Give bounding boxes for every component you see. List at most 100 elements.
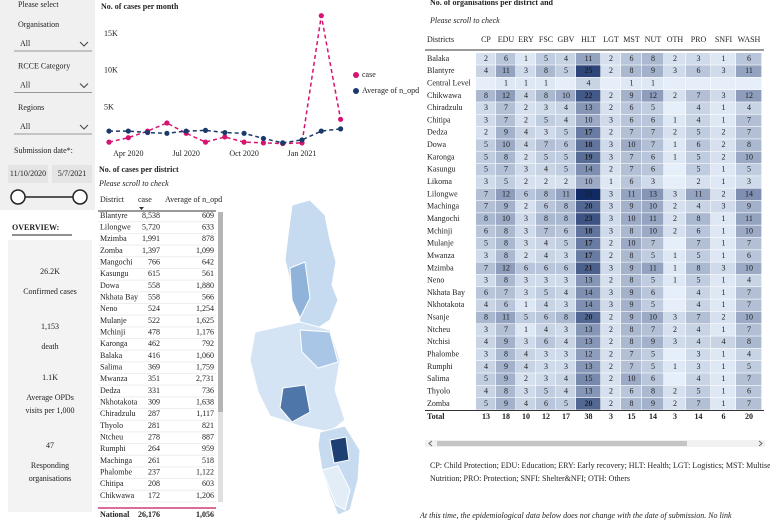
data-point bbox=[183, 128, 189, 134]
cell-value: 13 bbox=[585, 386, 593, 395]
date-box[interactable] bbox=[8, 165, 48, 183]
filter-value[interactable]: All bbox=[20, 122, 31, 131]
column-header[interactable]: District bbox=[100, 195, 125, 204]
table-cell: 566 bbox=[202, 293, 214, 302]
table-cell: 524 bbox=[148, 304, 160, 313]
cell-value: 11 bbox=[502, 66, 510, 75]
cell-value: 7 bbox=[630, 152, 634, 161]
table-cell: 369 bbox=[148, 363, 160, 372]
filter-value[interactable]: All bbox=[20, 80, 31, 89]
cell-value: 20 bbox=[585, 313, 593, 322]
cell-value: 4 bbox=[747, 103, 751, 112]
heat-cell bbox=[621, 237, 642, 250]
table-cell: 1,117 bbox=[196, 409, 214, 418]
heat-cell bbox=[642, 151, 664, 164]
heat-cell bbox=[556, 126, 576, 139]
h-scroll-thumb[interactable] bbox=[437, 441, 687, 446]
heat-cell bbox=[516, 65, 536, 78]
cell-value: 2 bbox=[722, 152, 726, 161]
row-label: Mangochi bbox=[427, 214, 460, 223]
cell-value: 8 bbox=[544, 189, 548, 198]
cell-value: 1 bbox=[524, 300, 528, 309]
cell-value: 3 bbox=[697, 350, 701, 359]
heat-cell bbox=[576, 262, 601, 275]
heat-cell bbox=[476, 373, 496, 386]
heat-cell bbox=[711, 287, 736, 299]
heat-cell bbox=[621, 126, 642, 139]
filter-value[interactable]: All bbox=[20, 39, 31, 48]
cell-value: 7 bbox=[484, 202, 488, 211]
chevron[interactable] bbox=[79, 41, 89, 47]
cell-value: 3 bbox=[484, 276, 488, 285]
heat-cell bbox=[516, 176, 536, 188]
cell-value: 8 bbox=[630, 226, 634, 235]
slider-handle[interactable] bbox=[72, 189, 88, 205]
table-cell: Blantyre bbox=[100, 211, 128, 220]
heat-cell bbox=[686, 188, 711, 201]
chevron[interactable] bbox=[79, 83, 89, 89]
table-cell: 736 bbox=[202, 386, 214, 395]
cell-value: 1 bbox=[722, 300, 726, 309]
cell-value: 2 bbox=[673, 54, 677, 63]
heat-cell bbox=[664, 102, 686, 114]
cell-value: 4 bbox=[564, 115, 568, 124]
chevron[interactable] bbox=[79, 124, 89, 130]
heat-cell bbox=[516, 77, 536, 90]
heat-cell bbox=[686, 262, 711, 275]
date-value[interactable]: 11/10/2020 bbox=[10, 169, 46, 178]
heat-cell bbox=[536, 200, 556, 213]
heat-cell bbox=[476, 151, 496, 164]
cell-value: 8 bbox=[747, 337, 751, 346]
cell-value: 5 bbox=[484, 140, 488, 149]
cell-value: 14 bbox=[745, 189, 753, 198]
heat-cell bbox=[601, 163, 621, 176]
scroll-right[interactable] bbox=[758, 440, 763, 447]
scroll-left[interactable] bbox=[428, 440, 433, 447]
cell-value: 11 bbox=[745, 66, 753, 75]
heat-cell bbox=[556, 324, 576, 336]
cell-value: 13 bbox=[585, 276, 593, 285]
cell-value: 21 bbox=[585, 263, 593, 272]
cell-value: 8 bbox=[504, 350, 508, 359]
map-region bbox=[279, 384, 311, 423]
cell-value: 6 bbox=[524, 263, 528, 272]
cell-value: 6 bbox=[697, 140, 701, 149]
heat-cell bbox=[556, 213, 576, 225]
heat-cell bbox=[664, 225, 686, 238]
heat-cell bbox=[476, 225, 496, 238]
heat-cell bbox=[536, 53, 556, 65]
heat-cell bbox=[686, 102, 711, 114]
heat-cell bbox=[664, 176, 686, 188]
column-header[interactable]: case bbox=[138, 195, 152, 204]
cell-value: 5 bbox=[484, 399, 488, 408]
card-value: 1.1K bbox=[42, 373, 58, 382]
table-cell: 261 bbox=[148, 456, 160, 465]
cell-value: 8 bbox=[630, 251, 634, 260]
heat-cell bbox=[496, 126, 516, 139]
cell-value: 12 bbox=[502, 91, 510, 100]
heat-cell bbox=[736, 126, 762, 139]
heat-cell bbox=[736, 200, 762, 213]
cell-value: 9 bbox=[630, 91, 634, 100]
cell-value: 2 bbox=[673, 325, 677, 334]
date-box[interactable] bbox=[52, 165, 92, 183]
y-tick-label: 5K bbox=[104, 102, 114, 111]
row-label: Likoma bbox=[427, 177, 452, 186]
heat-cell bbox=[576, 237, 601, 250]
cell-value: 29 bbox=[585, 189, 593, 198]
heat-cell bbox=[736, 77, 762, 90]
heat-cell bbox=[686, 139, 711, 151]
heat-cell bbox=[711, 89, 736, 102]
scroll-thumb[interactable] bbox=[218, 212, 223, 412]
heat-cell bbox=[516, 237, 536, 250]
cell-value: 1 bbox=[722, 325, 726, 334]
heat-cell bbox=[556, 102, 576, 114]
cell-value: 12 bbox=[745, 91, 753, 100]
cell-value: 4 bbox=[544, 165, 548, 174]
heat-cell bbox=[711, 324, 736, 336]
sort-arrow[interactable] bbox=[139, 207, 144, 210]
slider-handle[interactable] bbox=[10, 189, 26, 205]
column-header[interactable]: Average of n_opd bbox=[165, 195, 222, 204]
date-value[interactable]: 5/7/2021 bbox=[58, 169, 86, 178]
cell-value: 3 bbox=[609, 263, 613, 272]
